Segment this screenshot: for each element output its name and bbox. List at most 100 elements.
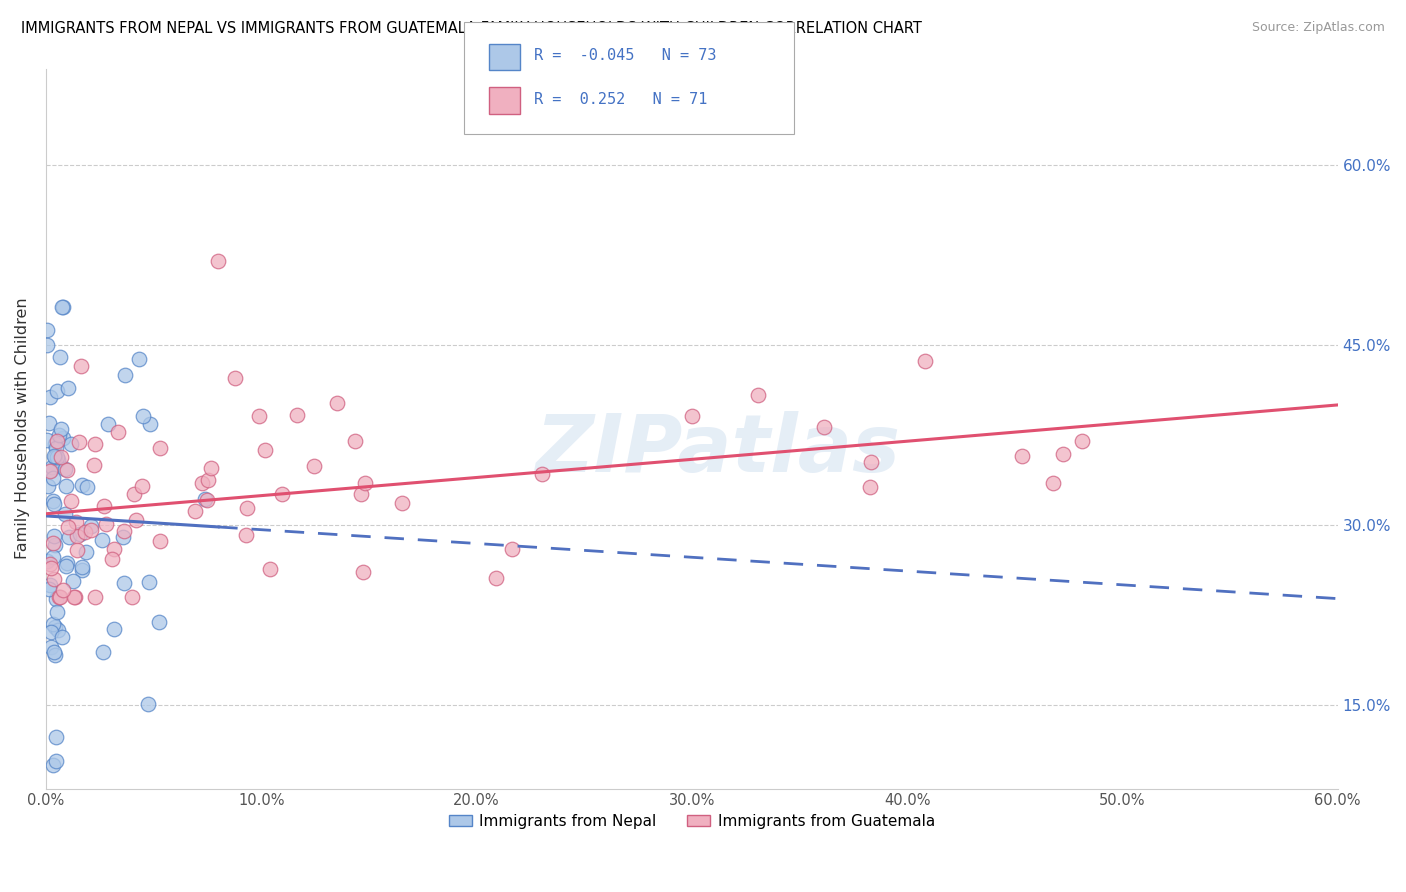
Point <box>37 323 59 337</box>
Point <box>254 442 277 457</box>
Point <box>58 530 80 544</box>
Point <box>352 565 374 579</box>
Point <box>39 624 62 639</box>
Point <box>138 574 160 589</box>
Point <box>69 435 91 450</box>
Point <box>122 487 145 501</box>
Legend: Immigrants from Nepal, Immigrants from Guatemala: Immigrants from Nepal, Immigrants from G… <box>443 807 941 835</box>
Point <box>46 434 69 448</box>
Point <box>112 524 135 539</box>
Point <box>65 516 87 530</box>
Point <box>46 453 69 467</box>
Point <box>62 574 84 589</box>
Point <box>42 449 65 463</box>
Point <box>35 554 58 568</box>
Point <box>107 425 129 439</box>
Point <box>1042 475 1064 490</box>
Point <box>859 480 882 494</box>
Point <box>530 467 553 481</box>
Point <box>44 648 66 662</box>
Point <box>44 450 66 464</box>
Point <box>70 359 93 374</box>
Point <box>93 645 115 659</box>
Point <box>184 504 207 518</box>
Point <box>49 450 72 464</box>
Point <box>53 462 76 476</box>
Point <box>52 583 75 598</box>
Point <box>101 552 124 566</box>
Point <box>52 300 75 314</box>
Point <box>84 590 107 604</box>
Point <box>63 590 86 604</box>
Point <box>236 500 259 515</box>
Point <box>121 590 143 604</box>
Point <box>76 480 98 494</box>
Point <box>350 487 373 501</box>
Point <box>38 416 60 430</box>
Point <box>83 458 105 472</box>
Text: Source: ZipAtlas.com: Source: ZipAtlas.com <box>1251 21 1385 34</box>
Point <box>747 387 769 401</box>
Point <box>1011 449 1033 463</box>
Point <box>66 543 89 558</box>
Point <box>35 433 58 447</box>
Point <box>193 491 215 506</box>
Point <box>207 253 229 268</box>
Point <box>42 471 65 485</box>
Point <box>259 562 281 576</box>
Point <box>111 530 134 544</box>
Point <box>73 524 96 539</box>
Point <box>44 572 66 586</box>
Point <box>132 409 155 424</box>
Point <box>46 384 69 398</box>
Point <box>80 518 103 533</box>
Point <box>55 558 77 573</box>
Point <box>103 622 125 636</box>
Point <box>224 371 246 385</box>
Point <box>56 463 79 477</box>
Point <box>56 520 79 534</box>
Point <box>63 590 86 604</box>
Point <box>344 434 367 448</box>
Point <box>354 476 377 491</box>
Point <box>1052 447 1074 461</box>
Point <box>41 460 63 475</box>
Point <box>247 409 270 423</box>
Point <box>112 576 135 591</box>
Point <box>69 527 91 541</box>
Point <box>39 578 62 592</box>
Point <box>84 436 107 450</box>
Point <box>914 354 936 368</box>
Text: ZIPatlas: ZIPatlas <box>536 411 900 489</box>
Point <box>39 464 62 478</box>
Point <box>56 381 79 395</box>
Text: IMMIGRANTS FROM NEPAL VS IMMIGRANTS FROM GUATEMALA FAMILY HOUSEHOLDS WITH CHILDR: IMMIGRANTS FROM NEPAL VS IMMIGRANTS FROM… <box>21 21 922 36</box>
Point <box>80 523 103 537</box>
Point <box>136 698 159 712</box>
Point <box>191 475 214 490</box>
Point <box>42 617 65 632</box>
Point <box>44 538 66 552</box>
Point <box>39 463 62 477</box>
Point <box>44 645 66 659</box>
Point <box>49 590 72 604</box>
Point <box>285 408 308 422</box>
Point <box>45 730 67 744</box>
Point <box>48 590 70 604</box>
Point <box>46 450 69 465</box>
Point <box>125 513 148 527</box>
Point <box>149 441 172 455</box>
Point <box>44 437 66 451</box>
Point <box>49 422 72 436</box>
Point <box>70 559 93 574</box>
Point <box>38 582 60 596</box>
Point <box>45 605 67 619</box>
Point <box>66 528 89 542</box>
Point <box>48 428 70 442</box>
Point <box>42 497 65 511</box>
Point <box>41 549 63 564</box>
Y-axis label: Family Households with Children: Family Households with Children <box>15 298 30 559</box>
Point <box>45 442 67 456</box>
Point <box>148 615 170 630</box>
Point <box>326 396 349 410</box>
